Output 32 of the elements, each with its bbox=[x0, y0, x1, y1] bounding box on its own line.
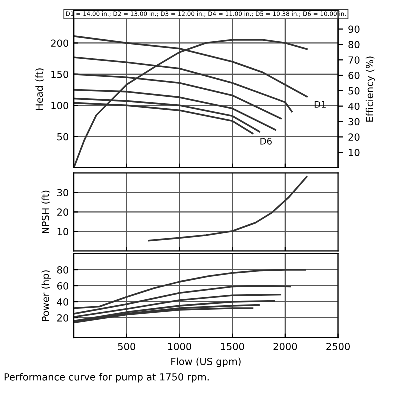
x-tick-label: 2500 bbox=[326, 343, 350, 350]
y-axis-title: Head (ft) bbox=[36, 68, 44, 110]
y-tick-label: 40 bbox=[57, 298, 69, 306]
y2-tick-label: 10 bbox=[349, 149, 360, 156]
y-tick-label: 30 bbox=[58, 189, 69, 197]
x-tick-label: 500 bbox=[118, 343, 136, 350]
x-tick-label: 1000 bbox=[168, 343, 192, 350]
y2-axis-title: Efficiency (%) bbox=[366, 56, 376, 122]
y2-tick-label: 80 bbox=[348, 41, 360, 49]
y-tick-label: 20 bbox=[58, 208, 69, 216]
y2-tick-label: 30 bbox=[348, 118, 360, 126]
y-tick-label: 50 bbox=[58, 133, 69, 141]
y2-tick-label: 90 bbox=[348, 26, 360, 34]
series-label: D6 bbox=[260, 138, 272, 145]
y2-tick-label: 50 bbox=[348, 87, 360, 95]
text: Performance curve for pump at 1750 rpm. bbox=[4, 373, 209, 383]
y-tick-label: 10 bbox=[58, 228, 69, 236]
y-axis-title: Power (hp) bbox=[42, 270, 52, 322]
x-tick-label: 2000 bbox=[274, 343, 298, 350]
y-tick-label: 60 bbox=[57, 282, 69, 290]
y2-tick-label: 20 bbox=[348, 134, 360, 142]
y-tick-label: 150 bbox=[52, 70, 69, 78]
y-axis-title: NPSH (ft) bbox=[42, 190, 50, 234]
y-tick-label: 80 bbox=[57, 266, 69, 274]
x-tick-label: 1500 bbox=[221, 343, 244, 350]
y2-tick-label: 40 bbox=[348, 102, 360, 110]
y-tick-label: 20 bbox=[58, 314, 69, 322]
x-axis-title: Flow (US gpm) bbox=[172, 358, 241, 368]
y2-tick-label: 70 bbox=[348, 56, 360, 64]
y2-tick-label: 60 bbox=[348, 72, 360, 80]
y-tick-label: 100 bbox=[52, 102, 69, 110]
y-tick-label: 200 bbox=[51, 40, 69, 48]
